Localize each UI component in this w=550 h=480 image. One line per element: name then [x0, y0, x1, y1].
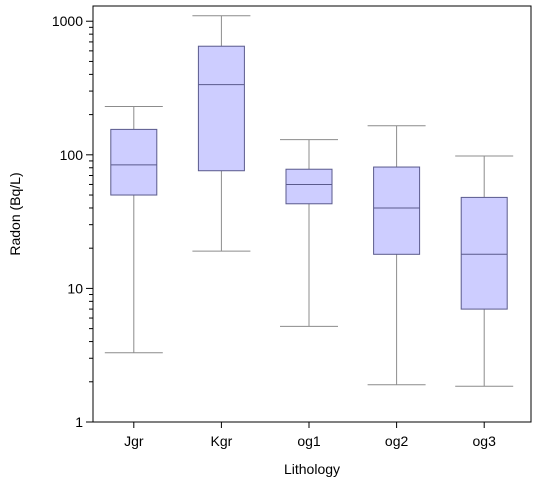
y-tick-label: 1000 [52, 13, 83, 29]
plot-frame [92, 5, 532, 423]
y-tick-label: 1 [75, 414, 83, 430]
y-axis: 1 10 100 1000 [52, 13, 93, 430]
x-tick-label: Kgr [211, 433, 233, 449]
iqr-box [285, 168, 333, 205]
box-og2 [367, 125, 426, 386]
iqr-box [197, 45, 245, 172]
x-tick-label: Jgr [124, 433, 144, 449]
iqr-box [110, 128, 158, 196]
box-Jgr [104, 105, 163, 354]
x-axis-label: Lithology [284, 461, 340, 477]
iqr-box [373, 166, 421, 255]
box-og3 [455, 155, 514, 387]
iqr-box [460, 196, 508, 310]
y-tick-label: 10 [67, 280, 83, 296]
y-tick-label: 100 [60, 147, 84, 163]
x-tick-label: og1 [297, 433, 321, 449]
x-tick-label: og2 [385, 433, 409, 449]
boxes-layer [104, 15, 514, 387]
box-Kgr [192, 15, 251, 252]
x-tick-label: og3 [473, 433, 497, 449]
box-og1 [280, 139, 338, 327]
x-axis: Jgr Kgr og1 og2 og3 [124, 422, 496, 449]
y-axis-label: Radon (Bq/L) [7, 172, 23, 255]
